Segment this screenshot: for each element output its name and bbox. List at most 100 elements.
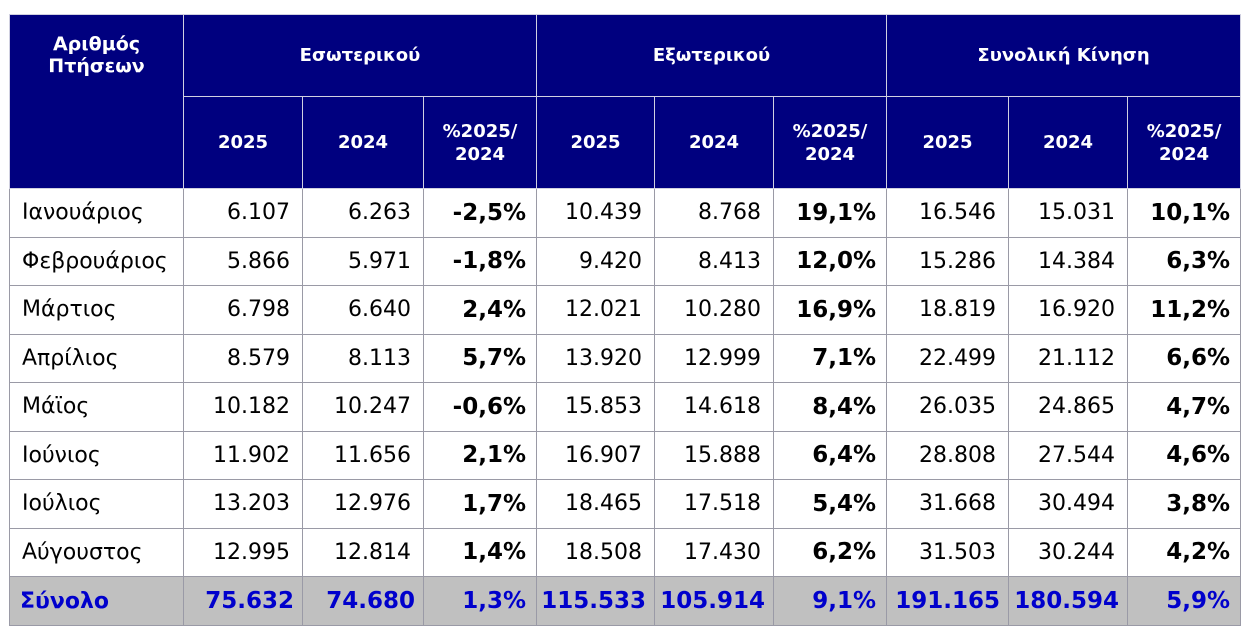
value-cell: 16.546 [886,188,1010,238]
subheader-domestic-2024: 2024 [302,96,424,189]
pct-change-cell: 16,9% [772,285,888,335]
subheader-international-pct: %2025/ 2024 [772,96,888,189]
pct-change-cell: -0,6% [423,382,537,432]
value-cell: 31.668 [886,479,1010,529]
total-pct-cell: 9,1% [772,576,888,626]
group-header-international: Εξωτερικού [535,14,888,97]
total-value-cell: 180.594 [1008,576,1129,626]
pct-change-cell: 6,6% [1127,333,1242,383]
total-row: Σύνολο 75.632 74.680 1,3% 115.533 105.914 9,1%… [9,576,1242,626]
value-cell: 11.902 [183,430,303,480]
subheader-total-2024: 2024 [1008,96,1129,189]
value-cell: 6.640 [302,285,424,335]
table-row: Απρίλιος 8.579 8.113 5,7% 13.920 12.999 7,1% 22… [9,333,1242,383]
total-value-cell: 115.533 [536,576,655,626]
value-cell: 6.263 [302,188,424,238]
value-cell: 14.384 [1008,236,1129,286]
total-pct-cell: 5,9% [1127,576,1242,626]
pct-change-cell: 8,4% [772,382,888,432]
value-cell: 27.544 [1008,430,1129,480]
subheader-total-2025: 2025 [886,96,1010,189]
month-cell: Απρίλιος [9,333,184,383]
pct-change-cell: -1,8% [423,236,537,286]
table-row: Ιούλιος 13.203 12.976 1,7% 18.465 17.518 5,4% 3… [9,479,1242,529]
table-row: Ιανουάριος 6.107 6.263 -2,5% 10.439 8.768 19,1… [9,188,1242,238]
pct-change-cell: 10,1% [1127,188,1242,238]
value-cell: 28.808 [886,430,1010,480]
pct-change-cell: 4,7% [1127,382,1242,432]
pct-change-cell: 4,2% [1127,527,1242,577]
value-cell: 15.853 [536,382,655,432]
value-cell: 10.247 [302,382,424,432]
value-cell: 8.413 [654,236,774,286]
value-cell: 10.439 [536,188,655,238]
value-cell: 22.499 [886,333,1010,383]
value-cell: 15.888 [654,430,774,480]
value-cell: 12.021 [536,285,655,335]
total-value-cell: 75.632 [183,576,303,626]
value-cell: 17.518 [654,479,774,529]
flights-table: Αριθμός Πτήσεων Εσωτερικού Εξωτερικού Συ… [9,14,1242,626]
pct-change-cell: 3,8% [1127,479,1242,529]
value-cell: 11.656 [302,430,424,480]
value-cell: 8.579 [183,333,303,383]
value-cell: 18.465 [536,479,655,529]
corner-header: Αριθμός Πτήσεων [9,14,184,189]
value-cell: 15.286 [886,236,1010,286]
pct-change-cell: 1,7% [423,479,537,529]
value-cell: 18.508 [536,527,655,577]
pct-change-cell: -2,5% [423,188,537,238]
value-cell: 13.203 [183,479,303,529]
table-row: Μάρτιος 6.798 6.640 2,4% 12.021 10.280 16,9% 18… [9,285,1242,335]
pct-change-cell: 11,2% [1127,285,1242,335]
pct-change-cell: 6,4% [772,430,888,480]
value-cell: 12.814 [302,527,424,577]
total-value-cell: 191.165 [886,576,1010,626]
value-cell: 31.503 [886,527,1010,577]
corner-label: Αριθμός Πτήσεων [48,33,145,77]
total-value-cell: 74.680 [302,576,424,626]
value-cell: 5.971 [302,236,424,286]
value-cell: 8.768 [654,188,774,238]
pct-change-cell: 2,4% [423,285,537,335]
value-cell: 14.618 [654,382,774,432]
month-cell: Ιούλιος [9,479,184,529]
pct-change-cell: 4,6% [1127,430,1242,480]
table-row: Μάϊος 10.182 10.247 -0,6% 15.853 14.618 8,4% 26… [9,382,1242,432]
total-value-cell: 105.914 [654,576,774,626]
value-cell: 26.035 [886,382,1010,432]
table-row: Αύγουστος 12.995 12.814 1,4% 18.508 17.430 6,2… [9,527,1242,577]
value-cell: 5.866 [183,236,303,286]
value-cell: 16.920 [1008,285,1129,335]
pct-change-cell: 6,3% [1127,236,1242,286]
table-row: Φεβρουάριος 5.866 5.971 -1,8% 9.420 8.413 12,0… [9,236,1242,286]
pct-change-cell: 12,0% [772,236,888,286]
month-cell: Ιανουάριος [9,188,184,238]
subheader-domestic-2025: 2025 [183,96,303,189]
month-cell: Μάρτιος [9,285,184,335]
value-cell: 10.280 [654,285,774,335]
month-cell: Μάϊος [9,382,184,432]
value-cell: 24.865 [1008,382,1129,432]
value-cell: 21.112 [1008,333,1129,383]
total-pct-cell: 1,3% [423,576,537,626]
value-cell: 12.999 [654,333,774,383]
value-cell: 9.420 [536,236,655,286]
value-cell: 6.107 [183,188,303,238]
value-cell: 17.430 [654,527,774,577]
month-cell: Φεβρουάριος [9,236,184,286]
subheader-international-2025: 2025 [536,96,655,189]
pct-change-cell: 6,2% [772,527,888,577]
value-cell: 18.819 [886,285,1010,335]
table-row: Ιούνιος 11.902 11.656 2,1% 16.907 15.888 6,4% 2… [9,430,1242,480]
value-cell: 12.976 [302,479,424,529]
pct-change-cell: 5,4% [772,479,888,529]
pct-change-cell: 5,7% [423,333,537,383]
value-cell: 16.907 [536,430,655,480]
pct-change-cell: 2,1% [423,430,537,480]
value-cell: 10.182 [183,382,303,432]
pct-change-cell: 1,4% [423,527,537,577]
subheader-international-2024: 2024 [654,96,774,189]
value-cell: 8.113 [302,333,424,383]
value-cell: 13.920 [536,333,655,383]
